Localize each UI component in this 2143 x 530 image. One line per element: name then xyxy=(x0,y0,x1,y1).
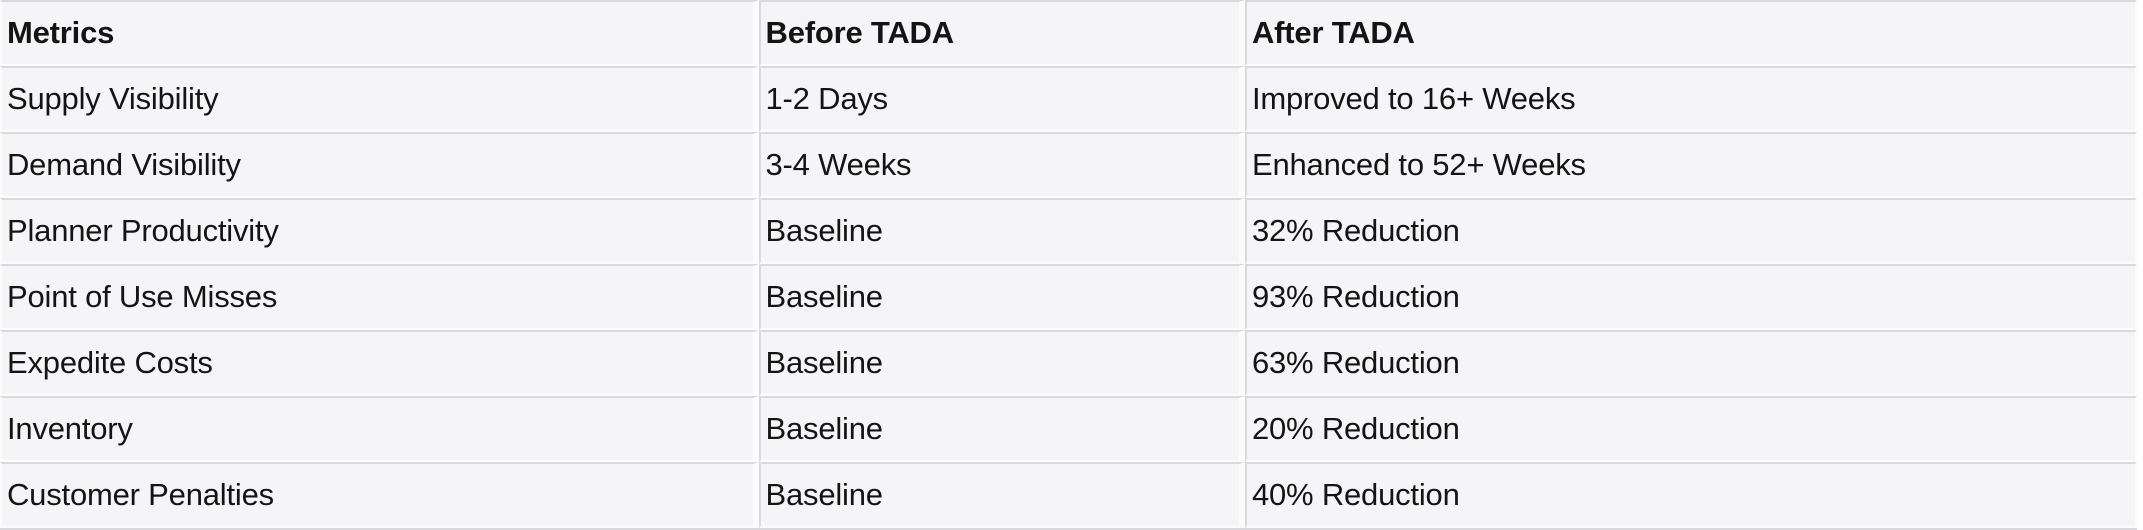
table-row: Supply Visibility 1-2 Days Improved to 1… xyxy=(0,66,2137,132)
before-value-cell: Baseline xyxy=(758,264,1245,330)
table-header: Metrics Before TADA After TADA xyxy=(0,0,2137,66)
before-value-cell: 3-4 Weeks xyxy=(758,132,1245,198)
after-value-cell: Improved to 16+ Weeks xyxy=(1244,66,2137,132)
metric-cell: Inventory xyxy=(0,396,759,462)
table-body: Supply Visibility 1-2 Days Improved to 1… xyxy=(0,66,2137,528)
after-value-cell: 20% Reduction xyxy=(1244,396,2137,462)
table-row: Point of Use Misses Baseline 93% Reducti… xyxy=(0,264,2137,330)
table-row: Expedite Costs Baseline 63% Reduction xyxy=(0,330,2137,396)
metric-cell: Customer Penalties xyxy=(0,462,759,528)
metric-cell: Demand Visibility xyxy=(0,132,759,198)
metric-cell: Planner Productivity xyxy=(0,198,759,264)
table-row: Planner Productivity Baseline 32% Reduct… xyxy=(0,198,2137,264)
before-value-cell: Baseline xyxy=(758,462,1245,528)
before-value-cell: Baseline xyxy=(758,396,1245,462)
before-value-cell: Baseline xyxy=(758,198,1245,264)
header-after-tada: After TADA xyxy=(1244,0,2137,66)
header-metrics: Metrics xyxy=(0,0,759,66)
metric-cell: Expedite Costs xyxy=(0,330,759,396)
after-value-cell: Enhanced to 52+ Weeks xyxy=(1244,132,2137,198)
table-row: Inventory Baseline 20% Reduction xyxy=(0,396,2137,462)
table-row: Demand Visibility 3-4 Weeks Enhanced to … xyxy=(0,132,2137,198)
header-row: Metrics Before TADA After TADA xyxy=(0,0,2137,66)
before-value-cell: Baseline xyxy=(758,330,1245,396)
after-value-cell: 93% Reduction xyxy=(1244,264,2137,330)
header-before-tada: Before TADA xyxy=(758,0,1245,66)
before-value-cell: 1-2 Days xyxy=(758,66,1245,132)
after-value-cell: 63% Reduction xyxy=(1244,330,2137,396)
after-value-cell: 40% Reduction xyxy=(1244,462,2137,528)
table-row: Customer Penalties Baseline 40% Reductio… xyxy=(0,462,2137,528)
metric-cell: Supply Visibility xyxy=(0,66,759,132)
after-value-cell: 32% Reduction xyxy=(1244,198,2137,264)
metric-cell: Point of Use Misses xyxy=(0,264,759,330)
